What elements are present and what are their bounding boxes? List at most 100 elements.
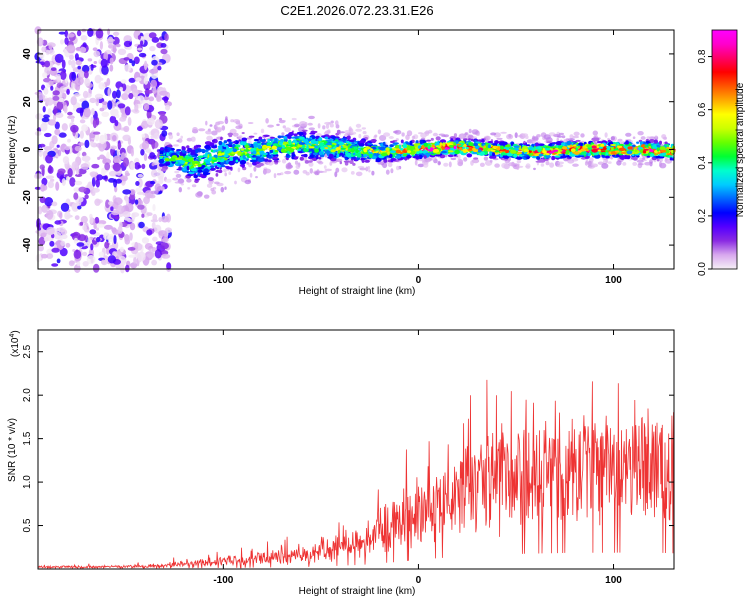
heatmap-halo-cell bbox=[308, 161, 314, 167]
heatmap-noise-cell bbox=[58, 132, 67, 138]
heatmap-band-cell bbox=[266, 142, 272, 146]
heatmap-halo-cell bbox=[217, 120, 224, 125]
heatmap-band-cell bbox=[293, 136, 300, 139]
heatmap-noise-cell bbox=[82, 261, 89, 267]
heatmap-halo-cell bbox=[187, 187, 191, 190]
snr-y-ticks: 0.5 1.0 1.5 2.0 2.5 bbox=[22, 344, 674, 532]
heatmap-halo-cell bbox=[175, 173, 182, 178]
heatmap-halo-cell bbox=[601, 163, 609, 169]
heatmap-noise-cell bbox=[143, 103, 150, 111]
heatmap-noise-cell bbox=[75, 60, 83, 66]
heatmap-noise-cell bbox=[41, 204, 48, 213]
heatmap-band-cell bbox=[569, 153, 576, 157]
heatmap-noise-cell bbox=[143, 60, 148, 71]
snr-panel: -100 0 100 0.5 1.0 1.5 2.0 2.5 Height of strai… bbox=[7, 329, 675, 597]
heatmap-band-cell bbox=[178, 166, 182, 171]
heatmap-noise-cell bbox=[112, 162, 121, 172]
heatmap-band-cell bbox=[337, 141, 345, 146]
heatmap-noise-cell bbox=[54, 220, 62, 225]
heatmap-band-cell bbox=[645, 140, 650, 144]
heatmap-band-cell bbox=[264, 158, 268, 161]
heatmap-band-cell bbox=[656, 157, 660, 162]
heatmap-band-cell bbox=[242, 154, 246, 159]
heatmap-halo-cell bbox=[324, 168, 332, 172]
heatmap-band-cell bbox=[418, 150, 423, 154]
heatmap-band-cell bbox=[159, 151, 164, 155]
heatmap-band-cell bbox=[601, 152, 607, 155]
heatmap-band-cell bbox=[270, 136, 275, 139]
heatmap-band-cell bbox=[432, 148, 440, 153]
heatmap-noise-cell bbox=[127, 219, 135, 223]
heatmap-halo-cell bbox=[216, 127, 222, 133]
heatmap-noise-cell bbox=[73, 93, 81, 97]
heatmap-band-cell bbox=[435, 154, 442, 157]
heatmap-band-cell bbox=[419, 139, 424, 145]
heatmap-noise-cell bbox=[146, 117, 155, 126]
heatmap-band-cell bbox=[161, 168, 167, 172]
heatmap-band-cell bbox=[268, 156, 273, 159]
heatmap-noise-cell bbox=[103, 232, 109, 236]
heatmap-noise-cell bbox=[56, 73, 61, 83]
heatmap-band-cell bbox=[355, 149, 359, 154]
heatmap-halo-cell bbox=[468, 128, 472, 134]
heatmap-halo-cell bbox=[284, 170, 292, 175]
heatmap-band-cell bbox=[248, 135, 255, 138]
heatmap-band-cell bbox=[586, 144, 592, 148]
heatmap-band-cell bbox=[558, 154, 564, 156]
heatmap-noise-cell bbox=[69, 54, 74, 60]
heatmap-noise-cell bbox=[74, 215, 80, 221]
heatmap-noise-cell bbox=[103, 132, 108, 143]
heatmap-noise-cell bbox=[106, 77, 111, 86]
heatmap-halo-cell bbox=[295, 164, 301, 169]
heatmap-noise-cell bbox=[141, 140, 150, 150]
heatmap-band-cell bbox=[398, 144, 402, 149]
heatmap-band-cell bbox=[228, 142, 233, 145]
heatmap-noise-cell bbox=[146, 229, 153, 236]
heatmap-halo-cell bbox=[567, 138, 576, 141]
heatmap-halo-cell bbox=[580, 133, 585, 138]
heatmap-halo-cell bbox=[294, 123, 300, 128]
heatmap-noise-cell bbox=[77, 205, 82, 210]
heatmap-band-cell bbox=[615, 150, 620, 153]
heatmap-band-cell bbox=[506, 152, 513, 157]
heatmap-noise-cell bbox=[37, 206, 43, 215]
heatmap-noise-cell bbox=[143, 96, 150, 101]
heatmap-band-cell bbox=[379, 146, 386, 151]
heatmap-halo-cell bbox=[228, 171, 232, 176]
heatmap-noise-cell bbox=[67, 138, 71, 143]
heatmap-band-cell bbox=[176, 150, 180, 154]
heatmap-noise-cell bbox=[48, 49, 55, 55]
heatmap-noise-cell bbox=[112, 155, 122, 164]
heatmap-band-cell bbox=[532, 147, 536, 152]
snr-y-label: SNR (10 * v/v) bbox=[7, 418, 18, 482]
heatmap-band-cell bbox=[319, 151, 324, 156]
heatmap-noise-cell bbox=[73, 192, 79, 200]
heatmap-halo-cell bbox=[191, 184, 197, 188]
heatmap-noise-cell bbox=[61, 123, 68, 131]
heatmap-band-cell bbox=[659, 146, 666, 151]
heatmap-band-cell bbox=[220, 162, 224, 166]
heatmap-band-cell bbox=[548, 143, 552, 147]
heatmap-band-cell bbox=[190, 168, 197, 172]
heatmap-noise-cell bbox=[119, 86, 124, 92]
heatmap-noise-cell bbox=[128, 254, 137, 258]
heatmap-band-cell bbox=[272, 154, 278, 157]
heatmap-noise-cell bbox=[116, 205, 124, 215]
heatmap-band-cell bbox=[550, 146, 557, 149]
heatmap-noise-cell bbox=[84, 70, 89, 79]
heatmap-noise-cell bbox=[54, 53, 64, 64]
heatmap-noise-cell bbox=[37, 245, 44, 252]
heatmap-noise-cell bbox=[87, 236, 91, 245]
heatmap-noise-cell bbox=[93, 50, 101, 58]
y-tick-label: 2.0 bbox=[22, 388, 33, 402]
heatmap-band-cell bbox=[481, 139, 485, 143]
heatmap-noise-cell bbox=[43, 114, 50, 119]
heatmap-noise-cell bbox=[148, 32, 157, 39]
heatmap-noise-cell bbox=[52, 90, 60, 96]
heatmap-halo-cell bbox=[255, 176, 258, 179]
heatmap-halo-cell bbox=[636, 159, 644, 163]
heatmap-band-cell bbox=[521, 151, 525, 156]
heatmap-halo-cell bbox=[260, 128, 265, 134]
heatmap-halo-cell bbox=[281, 158, 287, 164]
heatmap-noise-cell bbox=[107, 87, 111, 97]
